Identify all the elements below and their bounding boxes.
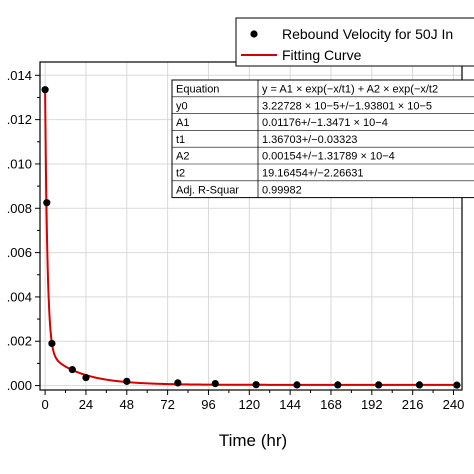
x-tick-label-0: 0	[41, 397, 48, 412]
data-points-layer	[41, 86, 461, 389]
x-axis-title: Time (hr)	[219, 431, 287, 450]
data-point-3	[68, 366, 76, 374]
x-tick-label-7: 168	[320, 397, 342, 412]
y-tick-label-1: .002	[7, 334, 32, 349]
fit-table-value-1: 3.22728 × 10−5+/−1.93801 × 10−5	[262, 100, 432, 112]
y-tick-label-6: .012	[7, 112, 32, 127]
legend-label-scatter: Rebound Velocity for 50J In	[282, 26, 453, 42]
legend-box	[235, 17, 474, 67]
data-point-5	[123, 377, 131, 385]
x-tick-label-5: 120	[238, 397, 260, 412]
fit-table-value-3: 1.36703+/−0.03323	[262, 134, 357, 146]
y-tick-label-3: .006	[7, 245, 32, 260]
fit-table-param-2: A1	[176, 117, 189, 129]
fit-table-value-2: 0.01176+/−1.3471 × 10−4	[262, 117, 388, 129]
y-tick-label-4: .008	[7, 201, 32, 216]
data-point-11	[375, 381, 383, 389]
data-point-8	[252, 381, 260, 389]
legend-label-fit: Fitting Curve	[282, 47, 362, 63]
y-tick-label-0: .000	[7, 378, 32, 393]
fit-table-param-1: y0	[176, 100, 188, 112]
fit-table-param-5: t2	[176, 168, 185, 180]
fit-table-value-6: 0.99982	[262, 184, 302, 196]
y-tick-label-5: .010	[7, 156, 32, 171]
x-tick-label-4: 96	[201, 397, 215, 412]
fit-table-param-0: Equation	[176, 84, 219, 96]
data-point-7	[211, 379, 219, 388]
y-tick-label-2: .004	[7, 289, 32, 304]
data-point-1	[43, 199, 51, 207]
fit-results-table: Equation y = A1 × exp(−x/t1) + A2 × exp(−…	[171, 79, 474, 199]
x-tick-label-6: 144	[279, 397, 301, 412]
x-axis-ticks: 0 24 48 72 96 120 144 168 192 216 240	[41, 390, 464, 412]
fit-table-value-0: y = A1 × exp(−x/t1) + A2 × exp(−x/t2	[262, 84, 438, 96]
data-point-13	[453, 381, 461, 389]
data-point-2	[48, 339, 56, 348]
data-point-6	[174, 379, 182, 387]
legend-marker-scatter	[250, 30, 258, 38]
x-tick-label-10: 240	[443, 397, 465, 412]
x-tick-label-1: 24	[79, 397, 93, 412]
fit-table-value-4: 0.00154+/−1.31789 × 10−4	[262, 151, 395, 163]
fit-table-param-3: t1	[176, 134, 185, 146]
fit-table-box	[171, 79, 474, 199]
fit-curve-line	[44, 90, 457, 386]
x-tick-label-3: 72	[160, 397, 174, 412]
x-tick-label-2: 48	[120, 397, 134, 412]
data-point-10	[334, 381, 342, 389]
x-tick-label-8: 192	[361, 397, 383, 412]
data-point-12	[415, 381, 424, 389]
fit-table-param-4: A2	[176, 151, 189, 163]
data-point-4	[82, 373, 90, 382]
data-point-0	[41, 86, 49, 94]
fit-table-param-6: Adj. R-Squar	[176, 184, 239, 196]
x-tick-label-9: 216	[402, 397, 424, 412]
y-tick-label-7: .014	[7, 68, 32, 83]
fit-table-value-5: 19.16454+/−2.26631	[262, 168, 364, 180]
data-point-9	[293, 381, 301, 389]
fit-curve-layer	[44, 90, 457, 386]
y-axis-ticks: .000 .002 .004 .006 .008 .010 .012 .014	[7, 68, 40, 393]
legend: Rebound Velocity for 50J In Fitting Curv…	[235, 17, 474, 67]
